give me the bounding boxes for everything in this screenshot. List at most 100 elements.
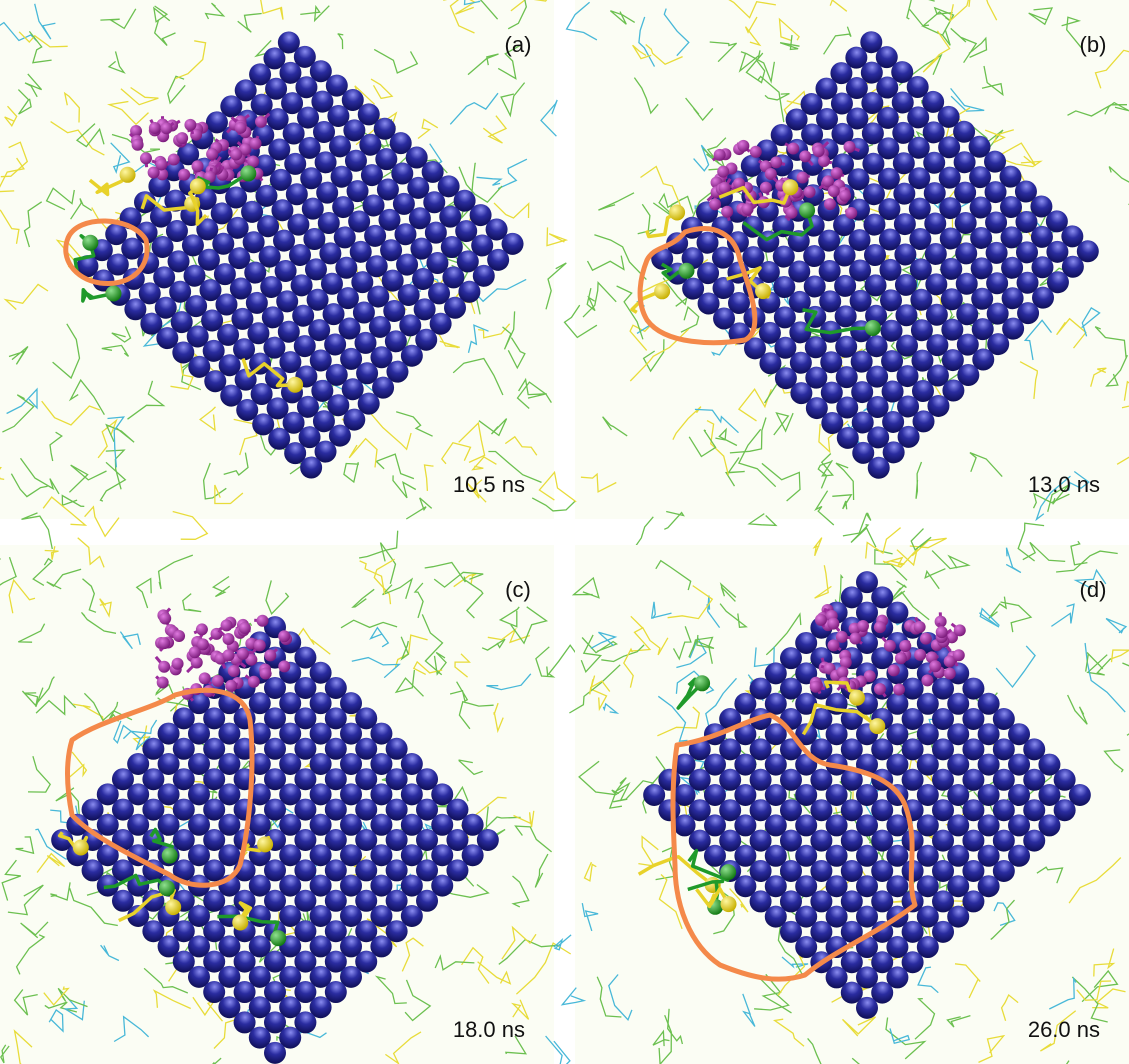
solvent-line — [392, 475, 417, 499]
solvent-line — [910, 528, 932, 551]
solvent-line — [413, 582, 424, 619]
solvent-line — [667, 1008, 684, 1045]
sphere — [932, 860, 955, 883]
solvent-line — [946, 1014, 971, 1028]
sphere — [324, 333, 347, 356]
ligand-head — [720, 896, 737, 913]
sphere — [218, 996, 241, 1019]
sphere — [992, 707, 1015, 730]
sphere — [135, 221, 158, 244]
ligand-head — [161, 847, 178, 864]
solvent-line — [401, 937, 424, 972]
sphere — [910, 288, 933, 311]
sphere — [333, 226, 356, 249]
solvent-line — [497, 44, 522, 80]
sphere — [400, 752, 423, 775]
sphere — [157, 752, 180, 775]
sphere — [906, 75, 929, 98]
solvent-line — [0, 21, 38, 42]
solvent-line — [385, 1031, 422, 1064]
ligand-chain — [801, 703, 879, 736]
sphere — [749, 829, 772, 852]
purple-atom — [935, 626, 948, 639]
sphere — [187, 722, 210, 745]
solvent-line — [738, 50, 761, 73]
sphere — [856, 601, 878, 624]
solvent-line — [68, 887, 118, 927]
sphere — [153, 266, 176, 289]
sphere — [938, 136, 961, 159]
sphere — [825, 905, 848, 928]
solvent-line — [10, 473, 48, 498]
solvent-line — [1109, 649, 1129, 663]
solvent-line — [655, 559, 692, 591]
solvent-line — [48, 1009, 64, 1033]
sphere — [886, 723, 909, 746]
sphere — [233, 1011, 256, 1034]
sphere — [461, 844, 484, 867]
sphere — [969, 196, 992, 219]
sphere — [340, 935, 363, 958]
solvent-line — [343, 462, 359, 484]
sphere — [954, 212, 977, 235]
sphere — [218, 752, 241, 775]
sphere — [864, 274, 887, 297]
purple-atom — [914, 648, 927, 661]
sphere — [154, 296, 177, 319]
sphere — [1008, 844, 1031, 867]
sphere — [177, 143, 200, 166]
sphere — [1053, 768, 1076, 791]
sphere — [871, 951, 894, 974]
sphere — [314, 440, 337, 463]
purple-atom — [836, 666, 849, 679]
purple-atom — [887, 664, 900, 677]
sphere — [359, 133, 382, 156]
sphere — [157, 722, 180, 745]
solvent-line — [630, 615, 652, 652]
solvent-line — [458, 759, 483, 776]
sphere — [218, 965, 241, 988]
sphere — [277, 320, 300, 343]
solvent-line — [589, 679, 611, 695]
sphere — [893, 213, 916, 236]
sphere — [749, 890, 772, 913]
sphere — [330, 165, 353, 188]
solvent-line — [502, 311, 516, 350]
solvent-line — [223, 452, 249, 476]
purple-atom — [211, 674, 224, 687]
purple-atom — [255, 115, 268, 128]
sphere — [294, 798, 317, 821]
solvent-line — [374, 975, 407, 1005]
solvent-line — [729, 417, 767, 454]
sphere — [810, 799, 833, 822]
sphere — [400, 783, 423, 806]
purple-atom — [827, 639, 840, 652]
sphere — [916, 723, 939, 746]
sphere — [879, 258, 902, 281]
solvent-line — [988, 596, 1007, 619]
sphere — [264, 950, 286, 973]
solvent-line — [434, 954, 475, 971]
solvent-line — [260, 0, 284, 20]
sphere — [368, 315, 391, 338]
solvent-line — [202, 462, 227, 500]
purple-atom — [173, 629, 186, 642]
solvent-line — [152, 989, 191, 1010]
sphere — [992, 799, 1015, 822]
solvent-line — [498, 606, 520, 628]
solvent-line — [493, 202, 530, 219]
ligand-chain — [802, 307, 873, 335]
sphere — [916, 844, 939, 867]
purple-atom — [195, 623, 208, 636]
sphere — [428, 282, 451, 305]
purple-atom — [883, 639, 896, 652]
sphere — [916, 936, 939, 959]
sphere — [876, 106, 899, 129]
solvent-line — [27, 756, 51, 793]
solvent-line — [761, 973, 792, 1014]
sphere — [850, 350, 873, 373]
sphere — [121, 237, 144, 260]
sphere — [856, 996, 878, 1019]
sphere — [279, 996, 302, 1019]
